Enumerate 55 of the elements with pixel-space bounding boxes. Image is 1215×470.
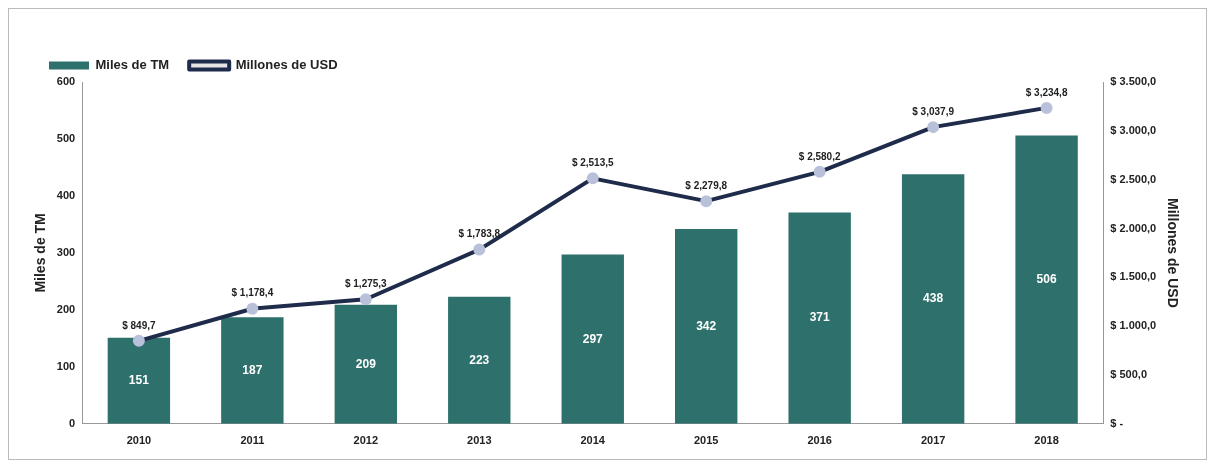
y-tick-label: 500 [56, 132, 76, 144]
y-tick-label: 0 [69, 416, 76, 429]
y2-tick-label: $ 2.500,0 [1110, 172, 1157, 185]
data-label: 297 [582, 331, 604, 346]
data-label: 223 [469, 352, 490, 367]
y2-tick-label: $ 3.500,0 [1110, 75, 1157, 88]
bar [901, 174, 965, 424]
bar [675, 228, 738, 424]
bar [107, 337, 171, 424]
data-label: $ 2,580,2 [798, 150, 841, 162]
x-tick-label: 2016 [807, 434, 832, 447]
data-label: $ 1,783,8 [458, 228, 501, 240]
y-tick-label: 300 [56, 245, 76, 258]
data-label: $ 849,7 [122, 319, 156, 331]
y2-tick-label: $ 2.000,0 [1110, 221, 1157, 234]
bar [448, 296, 511, 424]
data-label: 506 [1036, 271, 1057, 286]
x-tick-label: 2018 [1034, 434, 1059, 447]
bar [334, 304, 398, 424]
data-label: 187 [242, 362, 263, 377]
data-label: 209 [355, 356, 377, 371]
data-label: $ 2,279,8 [685, 179, 728, 191]
bar [561, 254, 624, 424]
y2-tick-label: $ 500,0 [1110, 368, 1148, 380]
y-tick-label: 200 [56, 302, 76, 315]
y-tick-label: 100 [56, 359, 76, 372]
y2-axis-title: Millones de USD [1164, 198, 1181, 308]
y2-tick-label: $ 1.500,0 [1110, 270, 1157, 283]
bar [788, 212, 851, 424]
data-label: $ 1,178,4 [231, 287, 274, 299]
y2-tick-label: $ - [1110, 416, 1124, 429]
y-tick-label: 400 [56, 188, 76, 201]
bar [1015, 135, 1078, 424]
x-tick-label: 2013 [467, 434, 492, 447]
x-tick-label: 2011 [240, 434, 265, 447]
x-tick-label: 2014 [580, 434, 606, 447]
data-label: 371 [809, 310, 830, 325]
y-tick-label: 600 [56, 75, 76, 88]
y2-tick-label: $ 1.000,0 [1110, 319, 1157, 332]
data-label: $ 3,037,9 [912, 105, 955, 117]
y-axis-title: Miles de TM [32, 213, 49, 293]
data-label: $ 1,275,3 [344, 278, 388, 290]
y2-tick-label: $ 3.000,0 [1110, 123, 1157, 136]
legend-label: Millones de USD [235, 57, 338, 73]
data-label: $ 2,513,5 [571, 157, 615, 169]
legend-label: Miles de TM [95, 57, 170, 73]
x-tick-label: 2012 [353, 434, 379, 447]
x-tick-label: 2010 [126, 434, 152, 447]
x-tick-label: 2015 [693, 434, 719, 447]
data-label: 151 [128, 373, 150, 388]
data-label: 438 [923, 291, 944, 306]
data-label: $ 3,234,8 [1025, 86, 1068, 98]
bar [221, 317, 284, 424]
data-label: 342 [696, 318, 717, 333]
x-tick-label: 2017 [920, 434, 946, 447]
